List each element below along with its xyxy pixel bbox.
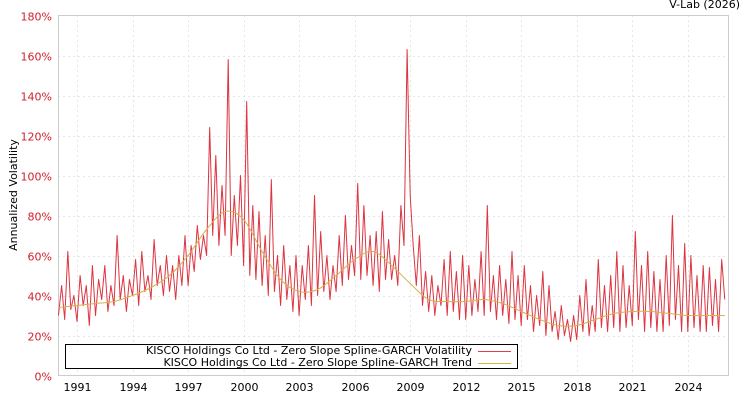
volatility-line [58, 49, 726, 342]
y-tick-label: 40% [28, 291, 52, 304]
x-tick-label: 2009 [397, 381, 425, 394]
y-tick-label: 0% [35, 371, 52, 384]
x-tick-label: 2015 [508, 381, 536, 394]
x-tick-label: 2018 [564, 381, 592, 394]
y-tick-label: 60% [28, 251, 52, 264]
plot-area-frame [58, 15, 729, 376]
legend: KISCO Holdings Co Ltd - Zero Slope Splin… [65, 344, 518, 369]
y-tick-label: 20% [28, 331, 52, 344]
x-tick-label: 2003 [286, 381, 314, 394]
y-tick-label: 80% [28, 211, 52, 224]
y-tick-label: 120% [21, 131, 52, 144]
x-tick-label: 1997 [175, 381, 203, 394]
x-tick-label: 2006 [342, 381, 370, 394]
x-tick-label: 2024 [675, 381, 703, 394]
x-tick-label: 1991 [64, 381, 92, 394]
legend-label-trend: KISCO Holdings Co Ltd - Zero Slope Splin… [163, 356, 472, 369]
y-axis-title: Annualized Volatility [7, 139, 20, 251]
y-tick-label: 140% [21, 91, 52, 104]
legend-label-volatility: KISCO Holdings Co Ltd - Zero Slope Splin… [146, 344, 472, 357]
credit-label: V-Lab (2026) [669, 0, 740, 11]
legend-item-trend: KISCO Holdings Co Ltd - Zero Slope Splin… [163, 357, 511, 369]
y-tick-label: 180% [21, 11, 52, 24]
trend-line [58, 210, 725, 327]
y-tick-label: 160% [21, 51, 52, 64]
legend-swatch-trend [478, 362, 511, 364]
grid [58, 15, 729, 376]
x-tick-label: 2021 [619, 381, 647, 394]
legend-swatch-volatility [478, 350, 511, 352]
legend-item-volatility: KISCO Holdings Co Ltd - Zero Slope Splin… [146, 345, 511, 357]
x-axis-ticks: 1991 1994 1997 2000 2003 2006 2009 2012 2015 2018… [64, 381, 703, 394]
y-axis-ticks: 0% 20% 40% 60% 80% 100% 120% 140% 160% 180% [21, 11, 52, 384]
y-tick-label: 100% [21, 171, 52, 184]
x-tick-label: 2012 [453, 381, 481, 394]
x-tick-label: 1994 [120, 381, 148, 394]
series-layer [58, 49, 726, 342]
x-tick-label: 2000 [231, 381, 259, 394]
